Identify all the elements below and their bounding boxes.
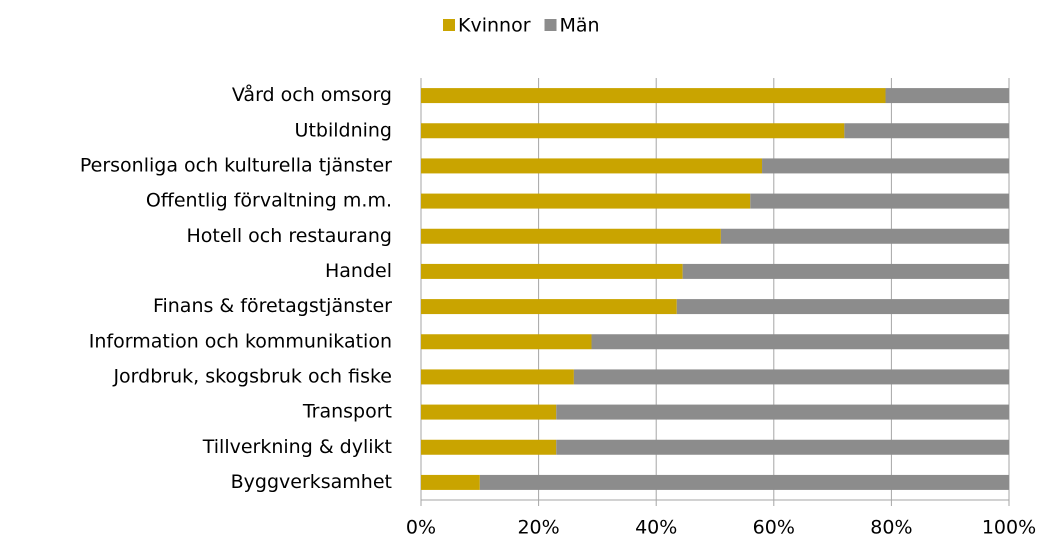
y-tick-label: Hotell och restaurang [187,225,392,247]
bar [421,263,683,279]
x-tick-label: 20% [517,517,559,539]
bar [573,369,1009,385]
legend-swatch [443,19,455,31]
bar [556,404,1009,420]
y-tick-label: Handel [325,260,392,282]
legend-label: Kvinnor [458,15,531,37]
y-tick-label: Personliga och kulturella tjänster [80,154,392,176]
y-tick-label: Tillverkning & dylikt [202,436,392,458]
bar [421,299,677,315]
y-tick-label: Information och kommunikation [89,330,392,352]
bar [720,228,1009,244]
y-tick-label: Vård och omsorg [232,83,392,106]
bar [421,158,763,174]
bar [750,193,1009,209]
bar [844,123,1009,139]
y-tick-label: Transport [302,401,392,423]
bar [682,263,1009,279]
y-tick-label: Finans & företagstjänster [153,295,392,317]
bar [421,474,480,490]
legend-label: Män [560,15,600,37]
bar [421,369,574,385]
x-tick-label: 100% [982,517,1036,539]
bar [421,123,845,139]
bar [421,439,557,455]
bar [421,404,557,420]
bar [556,439,1009,455]
bar [762,158,1009,174]
x-tick-label: 60% [753,517,795,539]
bar [591,334,1009,350]
y-tick-label: Byggverksamhet [231,471,392,493]
x-tick-label: 0% [406,517,436,539]
y-tick-label: Utbildning [295,119,392,141]
bar [421,334,592,350]
bar [421,88,886,104]
bar [676,299,1009,315]
bar [885,88,1009,104]
bar [479,474,1009,490]
y-tick-label: Offentlig förvaltning m.m. [146,190,392,212]
y-tick-label: Jordbruk, skogsbruk och fiske [112,365,392,387]
x-tick-label: 40% [635,517,677,539]
x-tick-label: 80% [870,517,912,539]
bar [421,193,751,209]
bar [421,228,721,244]
legend-swatch [544,19,557,31]
